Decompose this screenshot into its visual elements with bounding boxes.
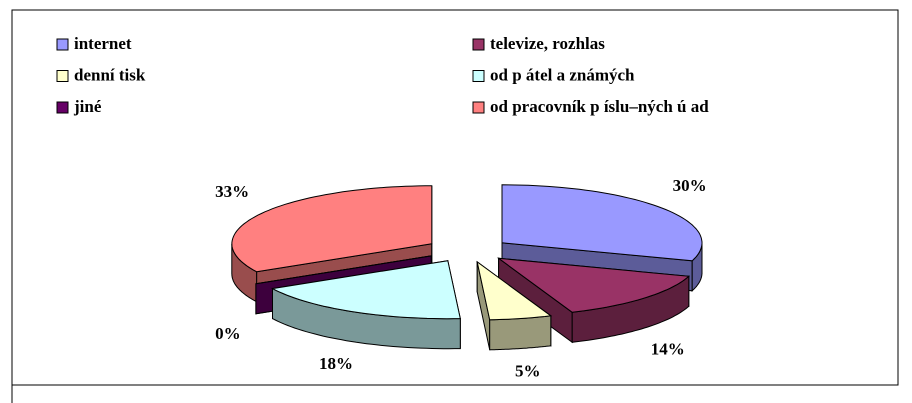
- legend-label: jiné: [73, 97, 102, 116]
- data-label: 30%: [673, 176, 707, 195]
- legend-swatch: [472, 101, 485, 114]
- pie-slice: [270, 260, 461, 350]
- legend-label: televize, rozhlas: [490, 34, 605, 53]
- slice-top: [501, 184, 703, 262]
- slice-outer-wall: [489, 315, 552, 351]
- pie-slice: [496, 257, 691, 344]
- slice-top: [476, 260, 553, 321]
- legend-swatch: [56, 70, 69, 82]
- slice-top: [255, 255, 432, 285]
- data-label: 14%: [651, 339, 685, 358]
- legend-label: internet: [74, 34, 132, 53]
- data-label: 0%: [215, 324, 241, 343]
- legend-label: od pracovník p íslu–ných ú ad: [490, 97, 709, 116]
- data-label: 33%: [215, 182, 249, 201]
- legend-label: od p átel a známých: [490, 65, 635, 84]
- pie-slice: [476, 260, 553, 351]
- legend-swatch: [56, 101, 69, 114]
- data-label: 5%: [515, 362, 541, 381]
- slice-top: [231, 185, 433, 273]
- legend-label: denní tisk: [74, 65, 146, 84]
- slice-top: [496, 257, 691, 313]
- legend-swatch: [472, 38, 485, 51]
- legend-swatch: [472, 70, 485, 82]
- slice-top: [270, 260, 461, 320]
- data-label: 18%: [319, 354, 353, 373]
- legend-swatch: [56, 38, 69, 51]
